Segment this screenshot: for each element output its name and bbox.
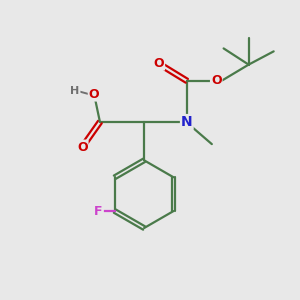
Text: N: N [181,115,193,129]
Text: H: H [70,86,80,96]
Text: O: O [154,57,164,70]
Text: F: F [94,205,103,218]
Text: O: O [77,141,88,154]
Text: O: O [211,74,222,87]
Text: O: O [89,88,99,100]
